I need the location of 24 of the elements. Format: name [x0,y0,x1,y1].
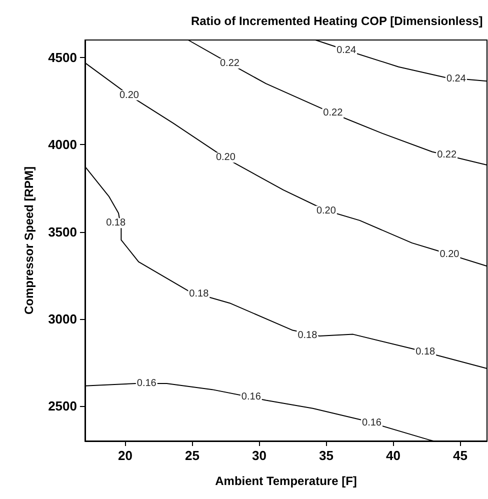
x-tick-label: 40 [386,448,400,463]
annotation: 0.18 [416,346,436,358]
x-tick-label: 45 [452,448,468,463]
annotation: 0.18 [106,218,126,229]
annotation: 0.20 [440,248,460,260]
x-axis-title: Ambient Temperature [F] [215,474,357,488]
annotation: 0.16 [136,378,157,389]
annotation: 0.22 [437,150,457,161]
annotation: 0.16 [362,417,382,428]
x-tick-label: 25 [184,448,200,463]
y-tick-label: 4500 [48,50,77,65]
y-tick-label: 3500 [48,224,77,240]
annotation: 0.18 [189,288,210,300]
annotation: 0.16 [241,392,262,403]
y-tick-label: 4000 [48,137,77,152]
y-axis-title: Compressor Speed [RPM] [22,166,36,315]
x-tick-label: 35 [318,448,334,463]
annotation: 0.18 [298,330,318,342]
x-tick-label: 20 [118,448,132,463]
x-tick-label: 30 [252,448,266,463]
annotation: 0.24 [446,73,466,84]
y-tick-label: 3000 [48,311,77,326]
y-tick-label: 2500 [48,398,77,414]
chart-title: Ratio of Incremented Heating COP [Dimensionless] [190,14,483,28]
